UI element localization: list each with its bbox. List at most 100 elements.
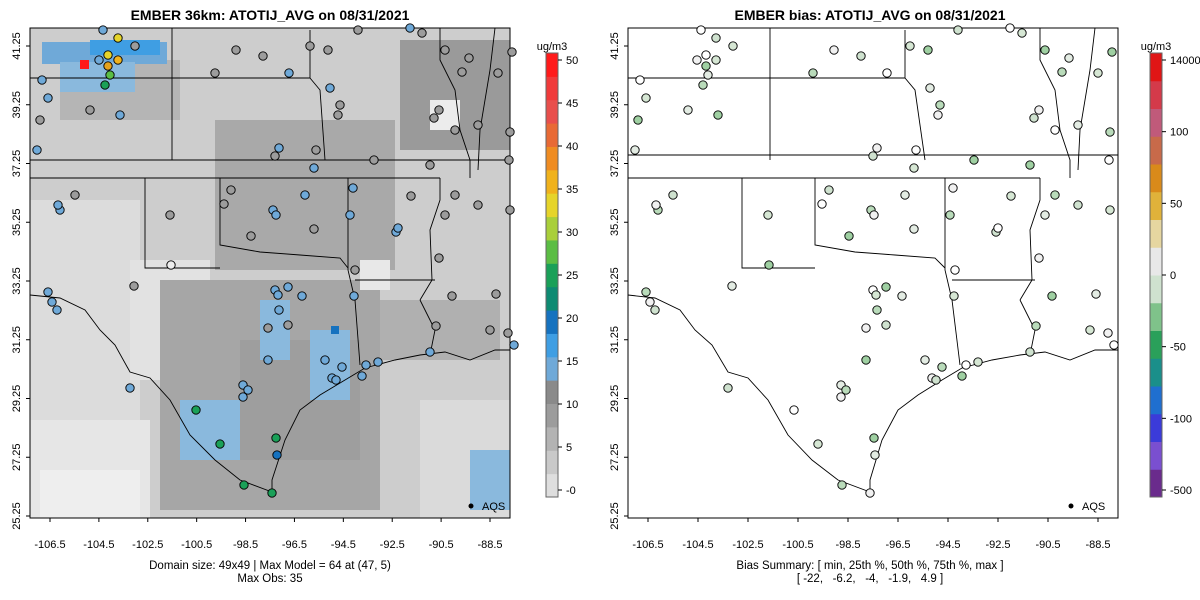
colorbar-tick-label: 10 xyxy=(566,399,578,411)
aqs-site-marker xyxy=(473,200,483,210)
aqs-bias-marker xyxy=(872,143,882,153)
aqs-bias-marker xyxy=(789,405,799,415)
aqs-bias-marker xyxy=(763,210,773,220)
colorbar-swatch xyxy=(1150,136,1162,165)
colorbar-swatch xyxy=(546,380,558,405)
right-legend-dot xyxy=(1068,503,1074,509)
aqs-bias-marker xyxy=(911,145,921,155)
aqs-site-marker xyxy=(258,51,268,61)
lat-tick-label: 25.25 xyxy=(609,502,621,530)
aqs-site-marker xyxy=(215,439,225,449)
aqs-site-marker xyxy=(272,450,282,460)
lon-tick-label: -100.5 xyxy=(782,539,813,551)
aqs-bias-marker xyxy=(870,450,880,460)
aqs-site-marker xyxy=(505,127,515,137)
aqs-site-marker xyxy=(505,205,515,215)
aqs-site-marker xyxy=(311,145,321,155)
aqs-bias-marker xyxy=(869,433,879,443)
aqs-site-marker xyxy=(274,143,284,153)
colorbar-swatch xyxy=(546,123,558,147)
aqs-bias-marker xyxy=(925,83,935,93)
colorbar-swatch xyxy=(546,356,558,381)
aqs-site-marker xyxy=(284,68,294,78)
aqs-bias-marker xyxy=(871,290,881,300)
aqs-site-marker xyxy=(271,210,281,220)
aqs-site-marker xyxy=(450,125,460,135)
left-plot-frame xyxy=(29,27,511,519)
aqs-site-marker xyxy=(283,320,293,330)
aqs-site-marker xyxy=(357,371,367,381)
aqs-bias-marker xyxy=(1105,205,1115,215)
aqs-bias-marker xyxy=(651,200,661,210)
lat-tick-label: 35.25 xyxy=(609,208,621,236)
lat-tick-label: 31.25 xyxy=(11,326,23,354)
lat-tick-label: 31.25 xyxy=(609,326,621,354)
aqs-site-marker xyxy=(349,291,359,301)
lat-tick-label: 29.25 xyxy=(609,385,621,413)
lon-tick-label: -90.5 xyxy=(1035,539,1060,551)
aqs-site-marker xyxy=(440,45,450,55)
aqs-site-marker xyxy=(348,183,358,193)
aqs-site-marker xyxy=(373,357,383,367)
aqs-site-marker xyxy=(70,190,80,200)
aqs-bias-marker xyxy=(1047,291,1057,301)
left-colorbar-unit: ug/m3 xyxy=(537,41,568,53)
colorbar-tick-label: 50 xyxy=(566,55,578,67)
aqs-bias-marker xyxy=(909,224,919,234)
aqs-bias-marker xyxy=(935,100,945,110)
aqs-bias-marker xyxy=(1017,28,1027,38)
aqs-bias-marker xyxy=(1040,45,1050,55)
aqs-site-marker xyxy=(263,355,273,365)
aqs-site-marker xyxy=(309,224,319,234)
left-model-field xyxy=(30,28,510,518)
lat-tick-label: 41.25 xyxy=(609,32,621,60)
aqs-site-marker xyxy=(417,28,427,38)
lat-tick-label: 33.25 xyxy=(11,267,23,295)
lat-tick-label: 39.25 xyxy=(11,91,23,119)
aqs-bias-marker xyxy=(881,320,891,330)
aqs-site-marker xyxy=(320,355,330,365)
left-legend-dot xyxy=(468,503,474,509)
aqs-bias-marker xyxy=(764,260,774,270)
aqs-site-marker xyxy=(270,151,280,161)
colorbar-swatch xyxy=(1150,413,1162,442)
aqs-bias-marker xyxy=(1064,53,1074,63)
left-legend-label: AQS xyxy=(482,501,505,513)
aqs-site-marker xyxy=(345,210,355,220)
aqs-bias-marker xyxy=(945,210,955,220)
aqs-bias-marker xyxy=(861,323,871,333)
aqs-bias-marker xyxy=(950,265,960,275)
aqs-bias-marker xyxy=(683,105,693,115)
colorbar-tick-label: 45 xyxy=(566,98,578,110)
aqs-site-marker xyxy=(440,210,450,220)
aqs-site-marker xyxy=(47,297,57,307)
lat-tick-label: 25.25 xyxy=(11,502,23,530)
left-colorbar: ug/m3 -0 5 10 15 20 25 30 35 40 45 50 xyxy=(537,41,578,498)
aqs-site-marker xyxy=(219,199,229,209)
colorbar-swatch xyxy=(546,146,558,171)
colorbar-swatch xyxy=(546,53,558,77)
aqs-site-marker xyxy=(191,405,201,415)
aqs-site-marker xyxy=(450,190,460,200)
colorbar-swatch xyxy=(1150,358,1162,387)
aqs-bias-marker xyxy=(1091,289,1101,299)
aqs-site-marker xyxy=(405,23,415,33)
aqs-bias-marker xyxy=(920,355,930,365)
lat-tick-label: 29.25 xyxy=(11,385,23,413)
aqs-site-marker xyxy=(210,68,220,78)
aqs-bias-marker xyxy=(957,371,967,381)
colorbar-tick-label: 35 xyxy=(566,184,578,196)
aqs-bias-marker xyxy=(641,93,651,103)
aqs-site-marker xyxy=(32,145,42,155)
aqs-bias-marker xyxy=(1104,155,1114,165)
left-footer-line2: Max Obs: 35 xyxy=(237,573,302,585)
aqs-site-marker xyxy=(434,253,444,263)
lat-tick-label: 35.25 xyxy=(11,208,23,236)
colorbar-tick-label: 5 xyxy=(566,442,572,454)
aqs-site-marker xyxy=(350,265,360,275)
aqs-site-marker xyxy=(98,25,108,35)
colorbar-tick-label: -500 xyxy=(1170,485,1192,497)
aqs-site-marker xyxy=(283,282,293,292)
aqs-bias-marker xyxy=(1025,160,1035,170)
